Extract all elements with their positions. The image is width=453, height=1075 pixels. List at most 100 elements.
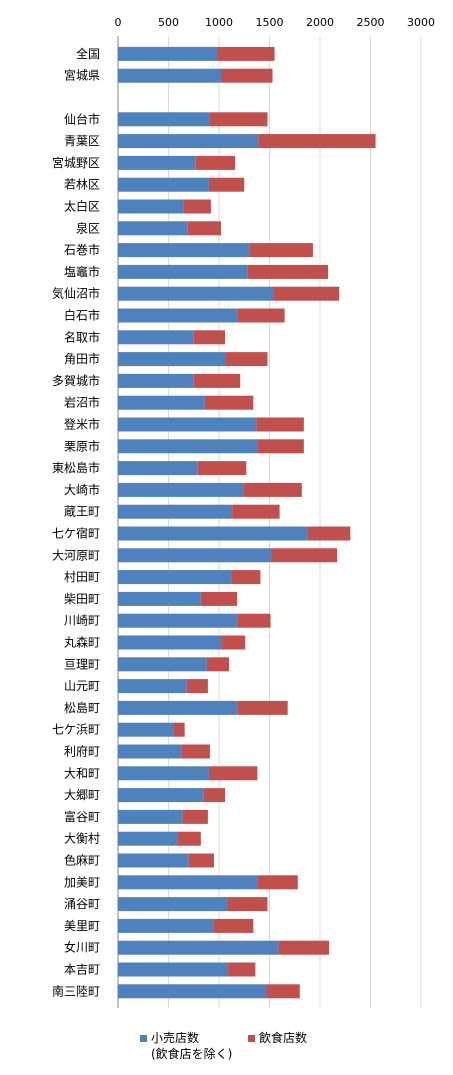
bar-retail — [118, 700, 238, 715]
category-label: 富谷町 — [64, 809, 100, 824]
bar-retail — [118, 243, 250, 258]
category-label: 色麻町 — [64, 853, 100, 868]
category-label: 若林区 — [64, 178, 100, 192]
bar-food — [278, 940, 330, 955]
category-label: 青葉区 — [64, 134, 100, 148]
bar-retail — [118, 831, 178, 846]
x-tick-label: 2500 — [357, 16, 385, 29]
bar-food — [204, 395, 254, 410]
bar-retail — [118, 46, 217, 61]
bar-food — [266, 984, 300, 999]
bar-retail — [118, 112, 210, 127]
bar-retail — [118, 199, 184, 214]
bar-food — [257, 875, 298, 890]
bar-food — [193, 330, 226, 345]
category-label: 大崎市 — [64, 482, 100, 497]
bar-retail — [118, 809, 183, 824]
bar-retail — [118, 897, 228, 912]
bar-food — [237, 613, 271, 628]
bar-retail — [118, 308, 238, 323]
bar-food — [228, 962, 256, 977]
bar-retail — [118, 853, 189, 868]
bar-food — [258, 134, 376, 149]
bar-food — [237, 308, 285, 323]
bar-retail — [118, 635, 223, 650]
category-label: 七ケ宿町 — [52, 526, 100, 541]
x-tick-label: 0 — [115, 16, 122, 29]
category-label: 名取市 — [64, 329, 100, 344]
category-label: 川崎町 — [64, 614, 100, 628]
bar-food — [216, 46, 275, 61]
category-label: 涌谷町 — [64, 897, 100, 911]
bar-food — [257, 439, 304, 454]
bar-food — [247, 264, 329, 279]
bar-food — [222, 635, 246, 650]
legend-label-food: 飲食店数 — [259, 1031, 308, 1045]
bar-food — [195, 155, 236, 170]
category-label: 七ケ浜町 — [52, 723, 100, 737]
x-axis-ticks: 0 500 1000 1500 2000 2500 3000 — [115, 16, 436, 29]
legend-label-retail: 小売店数 — [151, 1031, 200, 1045]
x-tick-label: 2000 — [306, 16, 334, 29]
legend-swatch-retail — [140, 1035, 147, 1042]
legend-label-retail-note: (飲食店を除く) — [151, 1047, 233, 1061]
category-label: 山元町 — [64, 679, 100, 693]
bar-retail — [118, 134, 259, 149]
bar-retail — [118, 548, 272, 563]
bar-food — [197, 461, 247, 476]
bar-food — [307, 526, 351, 541]
category-label: 大河原町 — [52, 548, 100, 562]
category-label: 大和町 — [64, 766, 100, 780]
bar-retail — [118, 352, 226, 367]
bar-retail — [118, 439, 258, 454]
bar-retail — [118, 940, 279, 955]
category-label: 宮城県 — [64, 68, 100, 83]
category-label: 利府町 — [64, 744, 100, 759]
bar-food — [273, 286, 340, 301]
bar-retail — [118, 68, 222, 83]
bar-food — [183, 199, 211, 214]
bar-retail — [118, 984, 267, 999]
bar-retail — [118, 875, 258, 890]
bar-food — [227, 897, 268, 912]
bar-retail — [118, 766, 209, 781]
bar-retail — [118, 591, 201, 606]
category-labels: 全国宮城県仙台市青葉区宮城野区若林区太白区泉区石巻市塩竈市気仙沼市白石市名取市角… — [52, 46, 100, 998]
bar-retail — [118, 722, 174, 737]
category-label: 美里町 — [64, 919, 100, 933]
bar-food — [271, 548, 338, 563]
bar-retail — [118, 679, 187, 694]
x-tick-label: 1500 — [256, 16, 284, 29]
category-label: 蔵王町 — [64, 505, 100, 519]
gridlines — [117, 36, 422, 1008]
bar-food — [249, 243, 313, 258]
bar-retail — [118, 155, 196, 170]
bar-retail — [118, 417, 257, 432]
bar-food — [193, 373, 241, 388]
bar-retail — [118, 788, 204, 803]
category-label: 角田市 — [64, 351, 100, 366]
bar-retail — [118, 395, 205, 410]
category-label: 大郷町 — [64, 788, 100, 802]
bar-retail — [118, 373, 194, 388]
bar-retail — [118, 613, 238, 628]
bar-retail — [118, 177, 209, 192]
bar-retail — [118, 504, 233, 519]
category-label: 東松島市 — [52, 460, 100, 475]
legend-item-retail: 小売店数 (飲食店を除く) — [140, 1030, 232, 1062]
bar-retail — [118, 657, 207, 672]
bar-retail — [118, 570, 232, 585]
bar-food — [208, 766, 258, 781]
category-label: 仙台市 — [64, 111, 100, 126]
bar-food — [256, 417, 304, 432]
stacked-bar-chart: 0 500 1000 1500 2000 2500 3000 全国宮城県仙台市青葉区宮城野区… — [52, 16, 436, 1008]
bar-retail — [118, 918, 214, 933]
category-label: 多賀城市 — [52, 373, 100, 388]
bar-retail — [118, 221, 188, 236]
category-label: 本吉町 — [64, 963, 100, 977]
bar-retail — [118, 286, 274, 301]
bar-food — [243, 482, 302, 497]
bar-retail — [118, 962, 229, 977]
legend-item-food: 飲食店数 — [248, 1030, 307, 1046]
legend: 小売店数 (飲食店を除く) 飲食店数 — [140, 1030, 440, 1070]
